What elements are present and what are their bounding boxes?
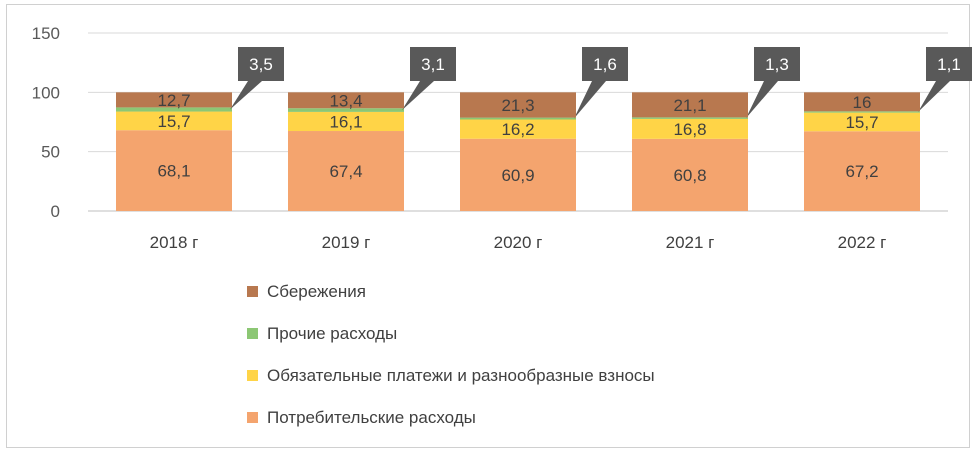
- x-category-label: 2021 г: [666, 233, 715, 252]
- legend-label: Потребительские расходы: [267, 408, 476, 427]
- bar-segment: [460, 119, 576, 139]
- legend-swatch: [247, 412, 258, 423]
- callout-label: 1,6: [593, 55, 617, 74]
- bar-segment: [116, 92, 232, 108]
- callout-pointer: [918, 81, 950, 112]
- bar-segment: [804, 131, 920, 211]
- callout-label: 1,1: [937, 55, 961, 74]
- callout-pointer: [402, 81, 434, 111]
- data-label: 15,7: [845, 113, 878, 132]
- x-category-label: 2019 г: [322, 233, 371, 252]
- callout-pointer: [746, 81, 778, 119]
- data-label: 12,7: [157, 91, 190, 110]
- data-label: 67,2: [845, 162, 878, 181]
- data-label: 16,2: [501, 120, 534, 139]
- data-label: 13,4: [329, 91, 362, 110]
- legend-label: Сбережения: [267, 282, 366, 301]
- bar-segment: [288, 108, 404, 112]
- bar-segment: [632, 138, 748, 211]
- data-label: 16: [853, 93, 872, 112]
- bar-segment: [460, 117, 576, 120]
- bar-segment: [116, 130, 232, 211]
- bar-segment: [632, 92, 748, 118]
- legend-swatch: [247, 286, 258, 297]
- y-tick-label: 50: [41, 143, 60, 162]
- data-label: 60,8: [673, 166, 706, 185]
- data-label: 16,8: [673, 120, 706, 139]
- legend-swatch: [247, 370, 258, 381]
- data-label: 21,3: [501, 96, 534, 115]
- legend-label: Обязательные платежи и разнообразные взн…: [267, 366, 655, 385]
- bar-segment: [288, 131, 404, 211]
- chart-frame: [6, 4, 970, 448]
- data-label: 15,7: [157, 112, 190, 131]
- y-tick-label: 150: [32, 24, 60, 43]
- callout-pointer: [574, 81, 606, 119]
- x-category-label: 2018 г: [150, 233, 199, 252]
- callout-box: [238, 47, 284, 81]
- legend-label: Прочие расходы: [267, 324, 397, 343]
- callout-box: [410, 47, 456, 81]
- x-category-label: 2020 г: [494, 233, 543, 252]
- callout-label: 1,3: [765, 55, 789, 74]
- callout-box: [926, 47, 972, 81]
- callout-pointer: [230, 81, 262, 110]
- bar-segment: [460, 92, 576, 118]
- callout-label: 3,1: [421, 55, 445, 74]
- legend-swatch: [247, 328, 258, 339]
- bar-segment: [460, 138, 576, 211]
- callout-label: 3,5: [249, 55, 273, 74]
- bar-segment: [288, 92, 404, 109]
- bar-segment: [632, 118, 748, 139]
- bar-segment: [804, 92, 920, 112]
- callout-box: [582, 47, 628, 81]
- y-tick-label: 100: [32, 83, 60, 102]
- bar-segment: [116, 111, 232, 131]
- bar-segment: [804, 111, 920, 113]
- data-label: 16,1: [329, 112, 362, 131]
- y-tick-label: 0: [51, 202, 60, 221]
- data-label: 68,1: [157, 162, 190, 181]
- bar-segment: [116, 107, 232, 112]
- data-label: 60,9: [501, 166, 534, 185]
- data-label: 67,4: [329, 162, 362, 181]
- bar-segment: [804, 112, 920, 132]
- x-category-label: 2022 г: [838, 233, 887, 252]
- bar-segment: [632, 117, 748, 119]
- data-label: 21,1: [673, 96, 706, 115]
- bar-segment: [288, 111, 404, 132]
- callout-box: [754, 47, 800, 81]
